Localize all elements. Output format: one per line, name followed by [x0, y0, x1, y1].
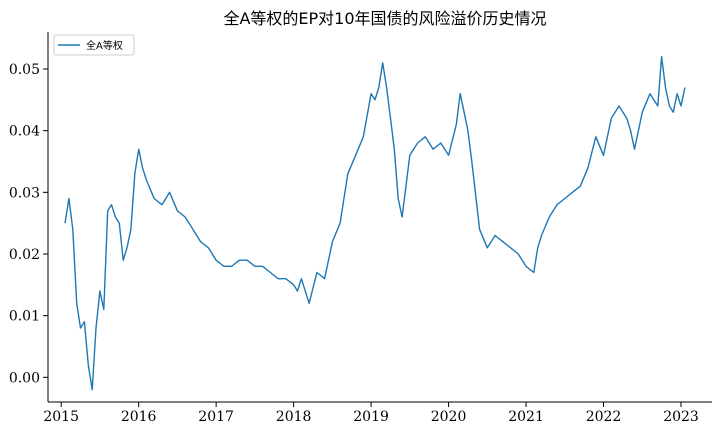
series-line-0 — [64, 56, 686, 391]
x-tick-label: 2023 — [663, 409, 699, 425]
x-tick-label: 2022 — [586, 409, 622, 425]
x-tick-label: 2016 — [121, 409, 157, 425]
x-tick-label: 2020 — [431, 409, 467, 425]
y-tick-label: 0.00 — [9, 370, 40, 386]
y-tick-label: 0.05 — [9, 62, 40, 78]
y-tick-label: 0.03 — [9, 185, 40, 201]
legend-label: 全A等权 — [86, 39, 123, 52]
y-tick-label: 0.02 — [9, 247, 40, 263]
y-tick-label: 0.04 — [9, 124, 40, 140]
y-tick-label: 0.01 — [9, 309, 40, 325]
plot-area: 0.00 0.01 0.02 0.03 0.04 0.05 2015 2016 2017 2018… — [9, 32, 712, 425]
x-tick-label: 2021 — [508, 409, 544, 425]
legend-box — [53, 34, 135, 56]
chart-title: 全A等权的EP对10年国债的风险溢价历史情况 — [223, 9, 546, 28]
x-tick-label: 2015 — [43, 409, 79, 425]
x-tick-label: 2017 — [198, 409, 234, 425]
x-tick-label: 2018 — [276, 409, 312, 425]
x-tick-label: 2019 — [353, 409, 389, 425]
